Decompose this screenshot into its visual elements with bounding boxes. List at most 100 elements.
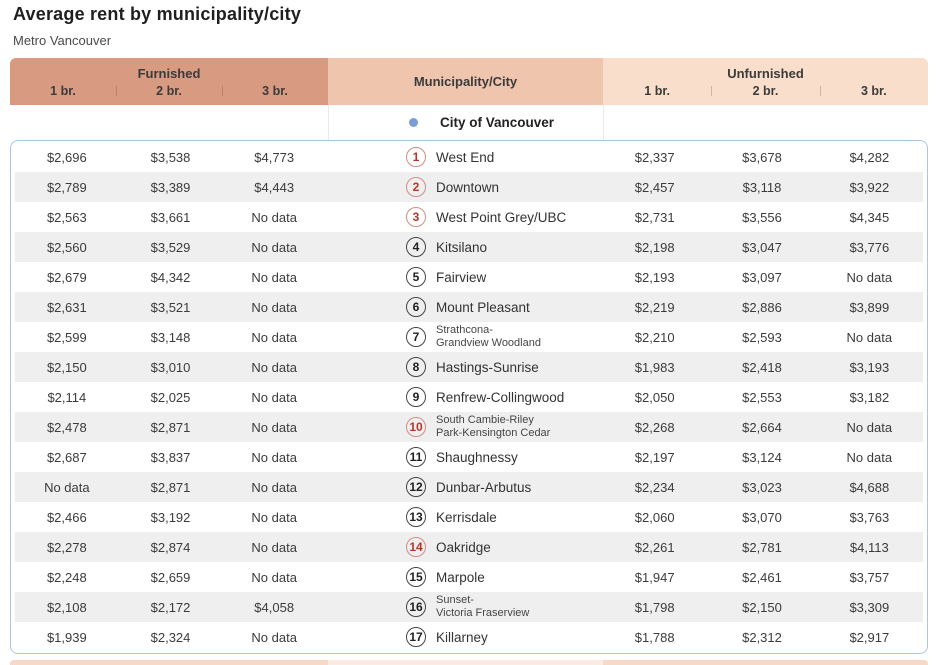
unfurnished-cells: $2,261 $2,781 $4,113 — [601, 532, 923, 562]
municipality-name: Oakridge — [436, 539, 491, 555]
table-row[interactable]: No data $2,871 No data 12 Dunbar-Arbutus $2,2… — [15, 472, 923, 502]
municipality-name: South Cambie-Riley Park-Kensington Cedar — [436, 414, 550, 439]
furnished-rent-cell-1br: $2,478 — [46, 419, 87, 435]
furnished-rent-cell-2br: $2,871 — [150, 419, 191, 435]
table-row[interactable]: $1,939 $2,324 No data 17 Killarney $1,788 $2,3… — [15, 622, 923, 652]
furnished-rent-cell-3br: No data — [251, 629, 297, 645]
unfurnished-rent-cell-2br: $3,070 — [742, 509, 782, 525]
page-subtitle: Metro Vancouver — [13, 33, 112, 48]
furnished-rent-cell-3br: $4,773 — [254, 149, 295, 165]
furnished-rent-cell-1br: $2,278 — [46, 539, 87, 555]
table-row[interactable]: $2,696 $3,538 $4,773 1 West End $2,337 $3,678 $… — [15, 142, 923, 172]
furnished-rent-cell-1br: $2,696 — [46, 149, 87, 165]
section-header-spacer — [10, 105, 329, 140]
table-row[interactable]: $2,466 $3,192 No data 13 Kerrisdale $2,060 $3,… — [15, 502, 923, 532]
municipality-name-line2: Grandview Woodland — [436, 337, 541, 349]
table-row[interactable]: $2,560 $3,529 No data 4 Kitsilano $2,198 $3,04… — [15, 232, 923, 262]
unfurnished-cells: $1,788 $2,312 $2,917 — [601, 622, 923, 652]
unfurnished-rent-cell-2br: $3,047 — [742, 239, 782, 255]
rank-badge: 16 — [406, 597, 426, 617]
table-row[interactable]: $2,563 $3,661 No data 3 West Point Grey/UBC $… — [15, 202, 923, 232]
furnished-rent-cell-2br: $3,837 — [150, 449, 191, 465]
furnished-rent-cell-3br: No data — [251, 569, 297, 585]
unfurnished-rent-cell-3br: $4,345 — [849, 209, 890, 225]
table-row[interactable]: $2,679 $4,342 No data 5 Fairview $2,193 $3,097… — [15, 262, 923, 292]
next-table-header-peek — [10, 660, 928, 665]
municipality-cell: 1 West End — [326, 142, 601, 172]
unfurnished-cells: $1,947 $2,461 $3,757 — [601, 562, 923, 592]
furnished-rent-cell-3br: No data — [251, 479, 297, 495]
furnished-rent-cell-1br: $2,248 — [46, 569, 87, 585]
table-row[interactable]: $2,687 $3,837 No data 11 Shaughnessy $2,197 $3… — [15, 442, 923, 472]
unfurnished-cells: $2,198 $3,047 $3,776 — [601, 232, 923, 262]
furnished-cells: $2,599 $3,148 No data — [15, 322, 326, 352]
furnished-cells: $2,789 $3,389 $4,443 — [15, 172, 326, 202]
furnished-cells: $2,466 $3,192 No data — [15, 502, 326, 532]
municipality-name: Shaughnessy — [436, 449, 518, 465]
municipality-name: Strathcona- Grandview Woodland — [436, 324, 541, 349]
unfurnished-cells: $2,210 $2,593 No data — [601, 322, 923, 352]
table-row[interactable]: $2,108 $2,172 $4,058 16 Sunset- Victoria Fras… — [15, 592, 923, 622]
page-title: Average rent by municipality/city — [13, 4, 302, 24]
table-row[interactable]: $2,150 $3,010 No data 8 Hastings-Sunrise $1,9… — [15, 352, 923, 382]
table-row[interactable]: $2,478 $2,871 No data 10 South Cambie-Riley P… — [15, 412, 923, 442]
unfurnished-rent-cell-3br: $3,309 — [849, 599, 890, 615]
furnished-rent-cell-1br: $2,466 — [46, 509, 87, 525]
unfurnished-col-2br: 2 br. — [711, 84, 819, 98]
furnished-group-label: Furnished — [137, 65, 201, 81]
unfurnished-col-1br: 1 br. — [644, 83, 671, 98]
furnished-rent-cell-2br: $2,874 — [150, 539, 191, 555]
furnished-cells: No data $2,871 No data — [15, 472, 326, 502]
unfurnished-rent-cell-3br: No data — [846, 269, 893, 285]
column-group-unfurnished: Unfurnished 1 br. 2 br. 3 br. — [603, 58, 928, 105]
unfurnished-cells: $1,983 $2,418 $3,193 — [601, 352, 923, 382]
unfurnished-rent-cell-3br: No data — [846, 419, 893, 435]
furnished-rent-cell-1br: $2,631 — [46, 299, 87, 315]
table-row[interactable]: $2,114 $2,025 No data 9 Renfrew-Collingwood $… — [15, 382, 923, 412]
unfurnished-rent-cell-1br: $2,193 — [634, 269, 675, 285]
unfurnished-rent-cell-3br: $3,182 — [849, 389, 890, 405]
furnished-cells: $2,478 $2,871 No data — [15, 412, 326, 442]
municipality-name: Kerrisdale — [436, 509, 497, 525]
unfurnished-rent-cell-1br: $2,198 — [634, 239, 675, 255]
rank-badge: 10 — [406, 417, 426, 437]
unfurnished-rent-cell-3br: $4,688 — [849, 479, 890, 495]
furnished-cells: $2,679 $4,342 No data — [15, 262, 326, 292]
furnished-rent-cell-3br: No data — [251, 509, 297, 525]
municipality-cell: 5 Fairview — [326, 262, 601, 292]
furnished-rent-cell-3br: $4,058 — [254, 599, 295, 615]
municipality-name: Marpole — [436, 569, 485, 585]
unfurnished-rent-cell-3br: No data — [846, 329, 893, 345]
municipality-name: Renfrew-Collingwood — [436, 389, 565, 405]
municipality-group-label: Municipality/City — [413, 74, 518, 89]
rank-badge: 15 — [406, 567, 426, 587]
table-row[interactable]: $2,631 $3,521 No data 6 Mount Pleasant $2,219… — [15, 292, 923, 322]
table-row[interactable]: $2,248 $2,659 No data 15 Marpole $1,947 $2,461… — [15, 562, 923, 592]
furnished-rent-cell-1br: $2,108 — [46, 599, 87, 615]
furnished-cells: $2,563 $3,661 No data — [15, 202, 326, 232]
unfurnished-rent-cell-2br: $2,886 — [742, 299, 782, 315]
furnished-cells: $2,248 $2,659 No data — [15, 562, 326, 592]
furnished-rent-cell-1br: $2,679 — [46, 269, 87, 285]
rank-badge: 5 — [406, 267, 426, 287]
rank-badge: 7 — [406, 327, 426, 347]
section-header-label: City of Vancouver — [440, 115, 555, 130]
municipality-cell: 9 Renfrew-Collingwood — [326, 382, 601, 412]
table-row[interactable]: $2,278 $2,874 No data 14 Oakridge $2,261 $2,78… — [15, 532, 923, 562]
furnished-rent-cell-2br: $3,389 — [150, 179, 191, 195]
furnished-rent-cell-3br: No data — [251, 389, 297, 405]
unfurnished-rent-cell-1br: $2,210 — [634, 329, 675, 345]
municipality-name: Downtown — [436, 179, 500, 195]
furnished-rent-cell-2br: $2,871 — [150, 479, 191, 495]
table-row[interactable]: $2,789 $3,389 $4,443 2 Downtown $2,457 $3,118 $… — [15, 172, 923, 202]
municipality-name: Hastings-Sunrise — [436, 359, 539, 375]
rank-badge: 13 — [406, 507, 426, 527]
furnished-col-3br: 3 br. — [222, 84, 328, 98]
table-row[interactable]: $2,599 $3,148 No data 7 Strathcona- Grandview… — [15, 322, 923, 352]
municipality-name: Sunset- Victoria Fraserview — [436, 594, 529, 619]
municipality-cell: 17 Killarney — [326, 622, 601, 652]
unfurnished-rent-cell-3br: $3,193 — [849, 359, 890, 375]
unfurnished-rent-cell-2br: $2,312 — [742, 629, 782, 645]
unfurnished-rent-cell-2br: $3,097 — [742, 269, 782, 285]
municipality-cell: 15 Marpole — [326, 562, 601, 592]
